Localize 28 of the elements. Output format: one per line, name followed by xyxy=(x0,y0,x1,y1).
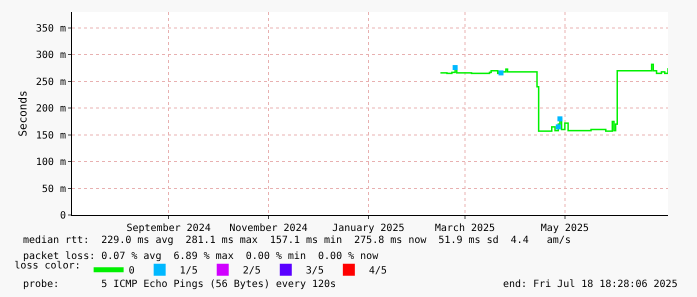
y-tick-label: 150 m xyxy=(36,130,66,142)
y-tick-label: 0 xyxy=(60,210,66,222)
x-tick-label: May 2025 xyxy=(540,223,589,234)
y-tick-label: 300 m xyxy=(36,50,66,62)
point xyxy=(498,70,504,76)
legend-label: 3/5 xyxy=(306,266,324,277)
y-axis-title: Seconds xyxy=(16,90,30,137)
text: median rtt: 229.0 ms avg 281.1 ms max 157.1 ms min 275.8 ms now 51.9 ms sd 4.4 am/s xyxy=(23,235,571,246)
legend-label: 4/5 xyxy=(368,266,387,277)
point xyxy=(557,116,562,122)
text: probe: 5 ICMP Echo Pings (56 Bytes) every 120s xyxy=(23,279,336,290)
legend-label: 0 xyxy=(128,266,135,277)
y-tick-label: 200 m xyxy=(36,104,66,115)
y-tick-label: 250 m xyxy=(36,76,66,88)
x-tick-label: March 2025 xyxy=(434,223,496,234)
text: packet loss: 0.07 % avg 6.89 % max 0.00 % min 0.00 % now xyxy=(23,251,380,262)
y-tick-label: 100 m xyxy=(36,157,66,168)
legend-title: loss color: xyxy=(14,260,81,272)
y-tick-label: 350 m xyxy=(36,24,66,35)
point xyxy=(556,124,561,130)
x-tick-label: September 2024 xyxy=(126,223,211,234)
legend-label: 1/5 xyxy=(180,266,198,277)
y-tick-label: 50 m xyxy=(42,184,66,195)
legend-label: 2/5 xyxy=(242,266,261,277)
x-tick-label: January 2025 xyxy=(332,223,404,234)
x-tick-label: November 2024 xyxy=(229,223,308,234)
text: end: Fri Jul 18 18:28:06 2025 xyxy=(503,279,678,290)
point xyxy=(452,65,458,70)
